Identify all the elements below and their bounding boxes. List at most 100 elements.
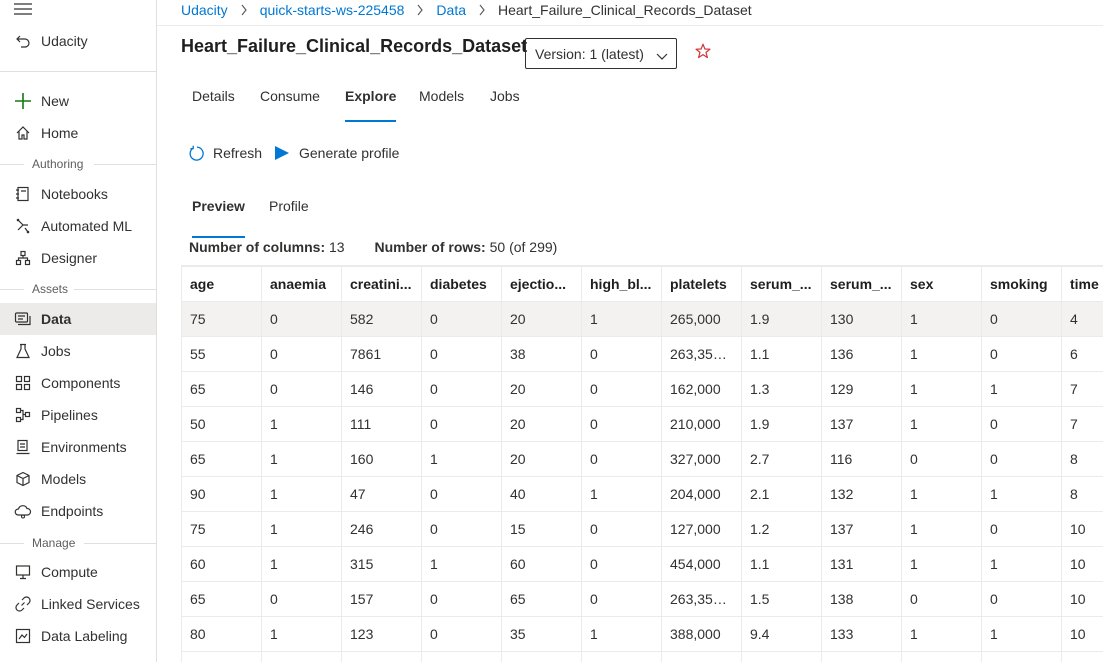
table-row[interactable]: 75 0 582 0 20 1 265,000 1.9 130 1 0 4	[181, 301, 1103, 337]
plus-icon	[14, 92, 32, 110]
generate-profile-button[interactable]: Generate profile	[274, 143, 399, 163]
breadcrumb-workspace[interactable]: quick-starts-ws-225458	[259, 2, 405, 18]
table-cell: 388,000	[661, 616, 742, 652]
table-cell: 20	[501, 301, 582, 337]
table-row[interactable]: 80 1 123 0 35 1 388,000 9.4 133 1 1 10	[181, 616, 1103, 652]
column-header[interactable]: creatini...	[341, 266, 422, 302]
sidebar-item-components[interactable]: Components	[0, 368, 156, 398]
table-row[interactable]: 65 0 146 0 20 0 162,000 1.3 129 1 1 7	[181, 371, 1103, 407]
sidebar-item-notebooks[interactable]: Notebooks	[0, 179, 156, 209]
table-cell: 80	[181, 616, 262, 652]
sidebar-item-label: Models	[41, 471, 87, 487]
sidebar-item-label: Pipelines	[41, 407, 98, 423]
table-cell: 0	[421, 616, 502, 652]
table-cell: 4	[1061, 301, 1103, 337]
table-cell: 1	[901, 406, 982, 442]
table-cell: 7	[1061, 371, 1103, 407]
table-cell: 0	[581, 441, 662, 477]
workspace-name: Udacity	[41, 33, 88, 49]
page-title: Heart_Failure_Clinical_Records_Dataset	[181, 36, 528, 56]
tab-consume[interactable]: Consume	[260, 88, 320, 104]
sidebar-item-new[interactable]: New	[0, 86, 156, 116]
table-cell: 454,000	[661, 546, 742, 582]
table-row[interactable]	[181, 651, 1103, 662]
table-cell: 133	[821, 616, 902, 652]
sidebar-item-pipelines[interactable]: Pipelines	[0, 400, 156, 430]
table-cell: 65	[181, 441, 262, 477]
table-cell: 1	[261, 406, 342, 442]
sidebar-item-models[interactable]: Models	[0, 464, 156, 494]
designer-icon	[14, 249, 32, 267]
cloud-icon	[14, 502, 32, 520]
tab-profile[interactable]: Profile	[269, 198, 309, 214]
sidebar-item-label: Designer	[41, 250, 98, 266]
column-header[interactable]: high_bl...	[581, 266, 662, 302]
table-row[interactable]: 60 1 315 1 60 0 454,000 1.1 131 1 1 10	[181, 546, 1103, 582]
table-row[interactable]: 55 0 7861 0 38 0 263,358.... 1.1 136 1 0 6	[181, 336, 1103, 372]
table-cell: 246	[341, 511, 422, 547]
column-header[interactable]: serum_...	[821, 266, 902, 302]
pipelines-icon	[14, 406, 32, 424]
tab-models[interactable]: Models	[419, 88, 465, 104]
table-row[interactable]: 65 1 160 1 20 0 327,000 2.7 116 0 0 8	[181, 441, 1103, 477]
column-header[interactable]: anaemia	[261, 266, 342, 302]
breadcrumb-workspace-root[interactable]: Udacity	[181, 2, 228, 18]
column-header[interactable]: age	[181, 266, 262, 302]
left-nav: Udacity New Home Authoring Notebooks Aut…	[0, 0, 157, 662]
table-cell: 1	[901, 371, 982, 407]
column-header[interactable]: serum_...	[741, 266, 822, 302]
table-row[interactable]: 50 1 111 0 20 0 210,000 1.9 137 1 0 7	[181, 406, 1103, 442]
hamburger-icon	[14, 3, 32, 15]
column-header[interactable]: diabetes	[421, 266, 502, 302]
sidebar-item-jobs[interactable]: Jobs	[0, 336, 156, 366]
tab-details[interactable]: Details	[192, 88, 235, 104]
table-cell: 1	[901, 301, 982, 337]
label-icon	[14, 627, 32, 645]
sidebar-item-designer[interactable]: Designer	[0, 243, 156, 273]
column-header[interactable]: ejectio...	[501, 266, 582, 302]
rows-count-value: 50 (of 299)	[489, 239, 558, 255]
refresh-button[interactable]: Refresh	[188, 143, 262, 163]
version-dropdown[interactable]: Version: 1 (latest)	[525, 38, 677, 69]
sidebar-item-label: New	[41, 93, 70, 109]
table-cell: 0	[981, 301, 1062, 337]
workspace-back-link[interactable]: Udacity	[0, 26, 156, 56]
sidebar-item-linked-services[interactable]: Linked Services	[0, 589, 156, 619]
table-cell: 204,000	[661, 476, 742, 512]
tab-jobs[interactable]: Jobs	[490, 88, 520, 104]
sidebar-item-environments[interactable]: Environments	[0, 432, 156, 462]
table-row[interactable]: 65 0 157 0 65 0 263,358.... 1.5 138 0 0 10	[181, 581, 1103, 617]
table-cell: 130	[821, 301, 902, 337]
favorite-star-button[interactable]	[695, 43, 711, 62]
table-cell: 0	[421, 581, 502, 617]
table-cell: 65	[181, 371, 262, 407]
table-cell: 0	[421, 371, 502, 407]
column-header[interactable]: platelets	[661, 266, 742, 302]
sidebar-item-home[interactable]: Home	[0, 118, 156, 148]
column-header[interactable]: smoking	[981, 266, 1062, 302]
table-cell: 10	[1061, 581, 1103, 617]
column-header[interactable]: time	[1061, 266, 1103, 302]
sidebar-item-data-labeling[interactable]: Data Labeling	[0, 621, 156, 651]
sidebar-item-label: Environments	[41, 439, 127, 455]
tab-explore[interactable]: Explore	[345, 88, 397, 122]
sidebar-item-label: Home	[41, 125, 79, 141]
table-cell	[1061, 651, 1103, 662]
sidebar-item-automated-ml[interactable]: Automated ML	[0, 211, 156, 241]
table-cell: 0	[261, 301, 342, 337]
sidebar-item-compute[interactable]: Compute	[0, 557, 156, 587]
table-cell: 1	[981, 371, 1062, 407]
table-cell: 15	[501, 511, 582, 547]
table-row[interactable]: 75 1 246 0 15 0 127,000 1.2 137 1 0 10	[181, 511, 1103, 547]
hamburger-menu-button[interactable]	[14, 2, 34, 16]
home-icon	[14, 124, 32, 142]
components-icon	[14, 374, 32, 392]
table-row[interactable]: 90 1 47 0 40 1 204,000 2.1 132 1 1 8	[181, 476, 1103, 512]
sidebar-item-endpoints[interactable]: Endpoints	[0, 496, 156, 526]
table-cell: 111	[341, 406, 422, 442]
sidebar-item-data[interactable]: Data	[0, 303, 156, 335]
table-cell: 0	[581, 546, 662, 582]
column-header[interactable]: sex	[901, 266, 982, 302]
breadcrumb-data[interactable]: Data	[436, 2, 466, 18]
tab-preview[interactable]: Preview	[192, 198, 245, 238]
